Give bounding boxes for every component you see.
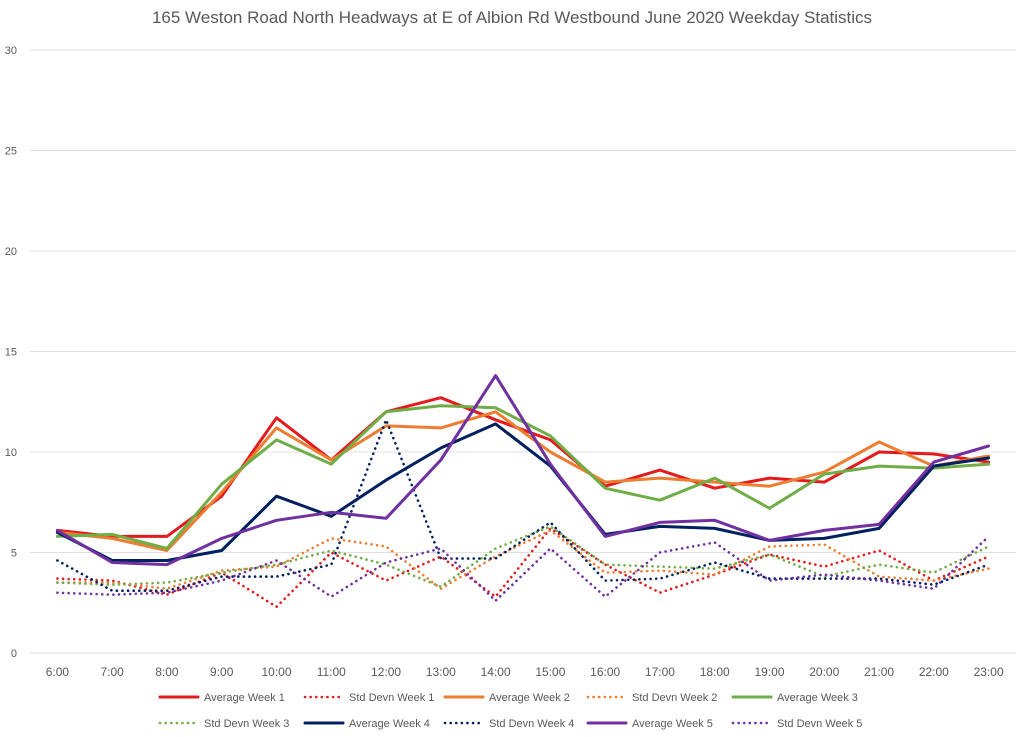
- series-line-average-week-4: [55, 422, 991, 562]
- x-tick-label: 11:00: [317, 665, 346, 679]
- y-tick-label: 20: [5, 246, 17, 258]
- x-tick-label: 15:00: [535, 665, 565, 679]
- y-tick-label: 25: [5, 146, 17, 158]
- legend-label: Average Week 4: [349, 718, 430, 730]
- legend-item: Std Devn Week 1: [303, 692, 434, 704]
- grid-layer: [30, 49, 1016, 654]
- legend-item: Std Devn Week 3: [158, 718, 289, 730]
- legend-item: Average Week 4: [303, 718, 430, 730]
- series-line-std-devn-week-5: [56, 535, 990, 603]
- legend-label: Average Week 1: [204, 692, 285, 704]
- series-line-average-week-5: [55, 374, 991, 567]
- series-layer: [55, 374, 991, 609]
- series-line-std-devn-week-3: [56, 525, 990, 589]
- series-line-average-week-2: [55, 410, 991, 552]
- chart-title: 165 Weston Road North Headways at E of A…: [151, 8, 873, 27]
- y-tick-label: 30: [5, 45, 17, 57]
- x-tick-label: 21:00: [864, 665, 894, 679]
- x-tick-label: 23:00: [974, 665, 1004, 679]
- y-tick-label: 10: [5, 447, 17, 459]
- x-tick-label: 16:00: [590, 665, 620, 679]
- legend-label: Average Week 3: [777, 692, 858, 704]
- x-tick-label: 13:00: [426, 665, 456, 679]
- x-tick-label: 22:00: [919, 665, 949, 679]
- legend-label: Average Week 2: [489, 692, 570, 704]
- x-tick-label: 10:00: [261, 665, 291, 679]
- legend-item: Average Week 5: [586, 718, 713, 730]
- legend-label: Std Devn Week 3: [204, 718, 289, 730]
- x-tick-label: 8:00: [155, 665, 179, 679]
- legend-item: Std Devn Week 5: [731, 718, 862, 730]
- legend-item: Std Devn Week 4: [443, 718, 574, 730]
- legend-label: Average Week 5: [632, 718, 713, 730]
- x-tick-label: 12:00: [371, 665, 401, 679]
- legend-label: Std Devn Week 5: [777, 718, 862, 730]
- x-tick-label: 20:00: [809, 665, 839, 679]
- legend-item: Average Week 3: [731, 692, 858, 704]
- legend-item: Std Devn Week 2: [586, 692, 717, 704]
- axis-layer: 0 5 10 15 20 25 30 6:00 7:00 8:00 9:00 10:00 11:00 12…: [5, 45, 1004, 679]
- legend-label: Std Devn Week 1: [349, 692, 434, 704]
- y-tick-label: 0: [11, 648, 17, 660]
- x-tick-label: 7:00: [100, 665, 124, 679]
- legend-label: Std Devn Week 4: [489, 718, 574, 730]
- legend-item: Average Week 2: [443, 692, 570, 704]
- x-tick-label: 19:00: [754, 665, 784, 679]
- x-tick-label: 6:00: [46, 665, 70, 679]
- x-tick-label: 9:00: [210, 665, 234, 679]
- x-tick-label: 14:00: [481, 665, 511, 679]
- legend-item: Average Week 1: [158, 692, 285, 704]
- y-tick-label: 5: [11, 548, 17, 560]
- legend-label: Std Devn Week 2: [632, 692, 717, 704]
- legend: Average Week 1 Std Devn Week 1 Average Wee…: [158, 692, 862, 730]
- x-tick-label: 17:00: [645, 665, 675, 679]
- x-tick-label: 18:00: [700, 665, 730, 679]
- y-tick-label: 15: [5, 347, 17, 359]
